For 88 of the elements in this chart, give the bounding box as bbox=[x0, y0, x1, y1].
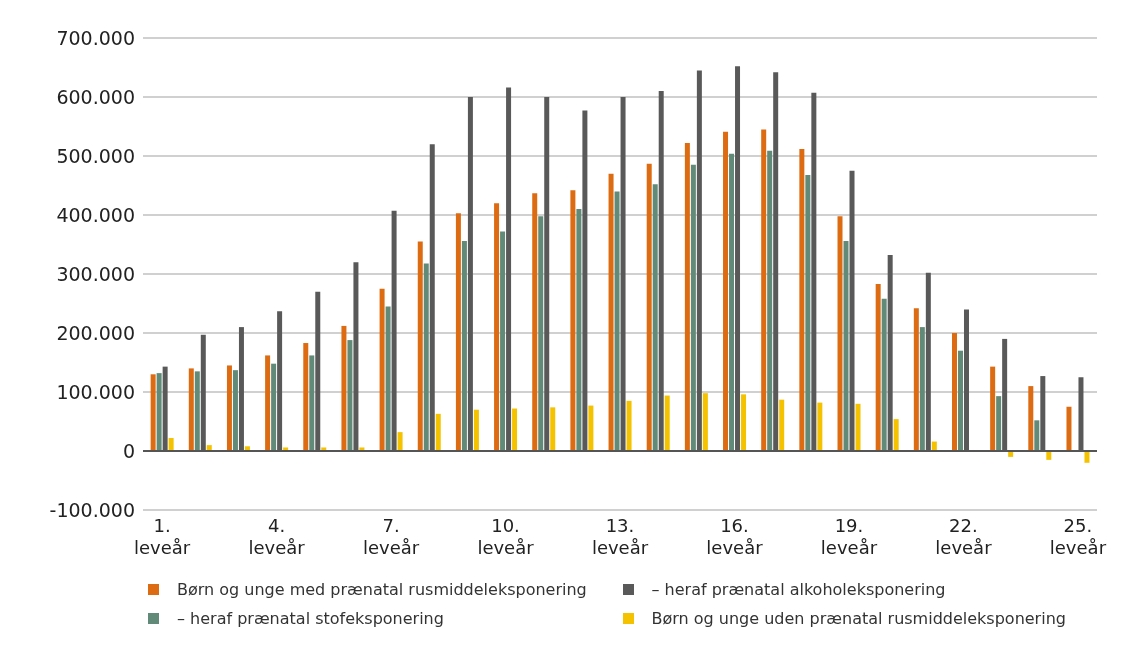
bar bbox=[996, 396, 1002, 451]
bar bbox=[397, 432, 403, 451]
bar bbox=[919, 327, 925, 451]
bar bbox=[761, 129, 767, 451]
bar bbox=[646, 163, 652, 451]
bar bbox=[1046, 451, 1052, 460]
legend-label: Børn og unge med prænatal rusmiddeleksponering bbox=[177, 580, 587, 599]
bar bbox=[550, 407, 556, 451]
bar bbox=[168, 438, 174, 451]
bar bbox=[767, 150, 773, 451]
bar bbox=[843, 240, 849, 451]
bar bbox=[188, 368, 194, 451]
bar bbox=[881, 298, 887, 451]
bar bbox=[652, 184, 658, 451]
bar bbox=[741, 394, 747, 451]
legend-label: – heraf prænatal stofeksponering bbox=[177, 609, 444, 628]
bar bbox=[875, 284, 881, 451]
bar bbox=[690, 164, 696, 451]
bar bbox=[1034, 420, 1040, 451]
bar bbox=[303, 343, 309, 451]
bar bbox=[1028, 386, 1034, 451]
bar bbox=[723, 131, 729, 451]
bar bbox=[576, 209, 582, 451]
x-tick-label: 16. leveår bbox=[706, 515, 764, 558]
bar bbox=[1066, 406, 1072, 451]
bar bbox=[588, 405, 594, 451]
bar bbox=[913, 308, 919, 451]
legend-label: Børn og unge uden prænatal rusmiddeleksponering bbox=[651, 609, 1066, 628]
bar bbox=[417, 241, 423, 451]
bar bbox=[805, 174, 811, 451]
y-tick-label: 400.000 bbox=[56, 203, 135, 226]
y-tick-label: 300.000 bbox=[56, 262, 135, 285]
bar bbox=[626, 400, 632, 451]
bar bbox=[156, 373, 162, 451]
bar bbox=[893, 419, 899, 451]
bar bbox=[379, 288, 385, 451]
bar bbox=[194, 371, 200, 451]
x-tick-label: 19. leveår bbox=[820, 515, 878, 558]
x-tick-label: 4. leveår bbox=[248, 515, 306, 558]
bar bbox=[817, 402, 823, 451]
bar bbox=[423, 263, 429, 451]
x-tick-label: 25. leveår bbox=[1049, 515, 1107, 558]
x-tick-label: 1. leveår bbox=[133, 515, 191, 558]
bar bbox=[232, 370, 238, 451]
y-tick-label: 700.000 bbox=[56, 26, 135, 49]
bar bbox=[226, 365, 232, 451]
bar bbox=[799, 148, 805, 451]
bar bbox=[684, 143, 690, 451]
bar bbox=[951, 333, 957, 451]
bar bbox=[347, 340, 353, 451]
bar bbox=[435, 413, 441, 451]
bar bbox=[461, 240, 467, 451]
bar bbox=[779, 399, 785, 451]
bar bbox=[341, 325, 347, 451]
bar bbox=[614, 191, 620, 451]
bar bbox=[538, 216, 544, 451]
y-tick-label: 100.000 bbox=[56, 380, 135, 403]
x-tick-label: 7. leveår bbox=[362, 515, 420, 558]
x-tick-label: 22. leveår bbox=[935, 515, 993, 558]
bar bbox=[702, 393, 708, 451]
bar bbox=[608, 173, 614, 451]
x-tick-label: 13. leveår bbox=[591, 515, 649, 558]
y-tick-label: 500.000 bbox=[56, 144, 135, 167]
bar bbox=[1084, 451, 1090, 463]
bar bbox=[309, 355, 315, 451]
bar bbox=[532, 193, 538, 451]
bar bbox=[570, 190, 576, 451]
bar bbox=[837, 216, 843, 451]
bar bbox=[500, 231, 506, 451]
x-tick-label: 10. leveår bbox=[477, 515, 535, 558]
legend-label: – heraf prænatal alkoholeksponering bbox=[651, 580, 946, 599]
y-tick-label: 200.000 bbox=[56, 321, 135, 344]
bar bbox=[664, 395, 670, 451]
bar bbox=[494, 203, 500, 451]
bar bbox=[271, 363, 277, 451]
bar bbox=[855, 403, 861, 451]
bar bbox=[265, 355, 271, 451]
bar bbox=[473, 409, 479, 451]
y-tick-label: 600.000 bbox=[56, 85, 135, 108]
bar bbox=[729, 153, 735, 451]
bar bbox=[957, 350, 963, 451]
bar bbox=[512, 408, 518, 451]
bar bbox=[385, 306, 391, 451]
y-tick-label: -100.000 bbox=[49, 498, 135, 521]
bar bbox=[990, 366, 996, 451]
bar bbox=[455, 213, 461, 451]
y-tick-label: 0 bbox=[122, 439, 135, 462]
bar bbox=[150, 374, 156, 451]
